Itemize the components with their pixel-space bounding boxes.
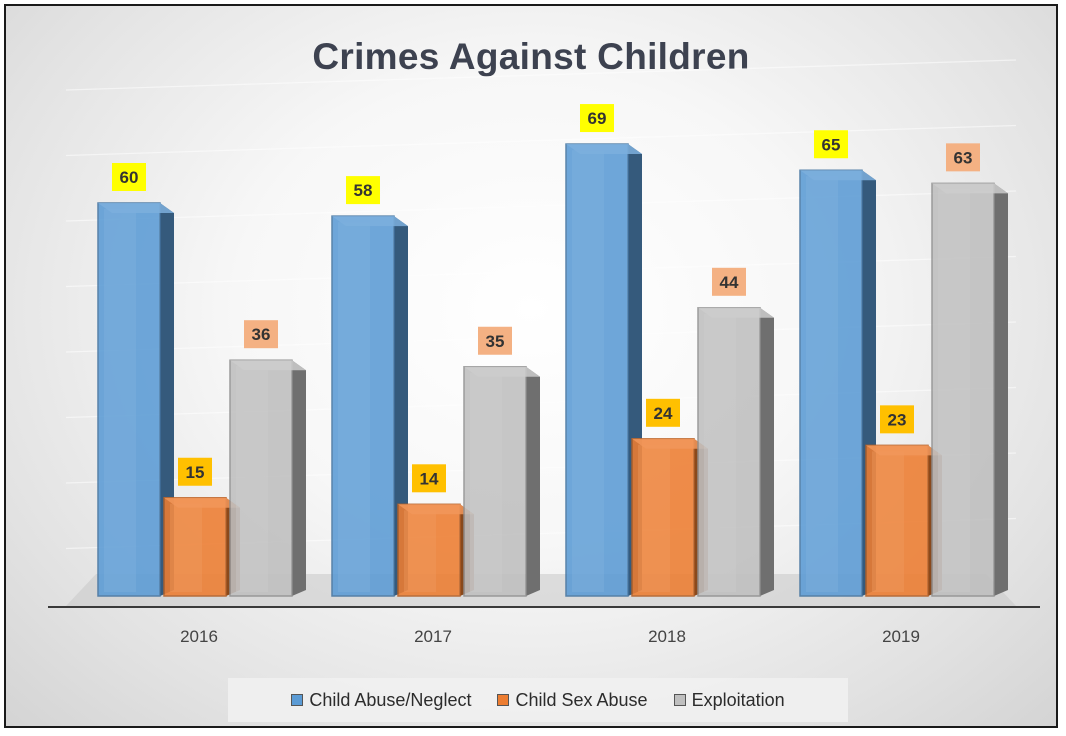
bar <box>631 438 708 597</box>
legend-label: Exploitation <box>691 689 785 710</box>
bar-highlight <box>104 209 136 592</box>
bar-highlight <box>638 444 670 592</box>
bar-front-face <box>865 444 929 597</box>
bar-top-face <box>932 183 1008 194</box>
chart-frame: Crimes Against Children 60 15 36 2016 58 14 35… <box>4 4 1058 728</box>
bar-front-face <box>799 169 863 597</box>
chart-legend: Child Abuse/Neglect Child Sex Abuse Exploi… <box>228 678 848 722</box>
bar <box>865 444 942 597</box>
legend-label: Child Sex Abuse <box>515 689 648 710</box>
bar-top-face <box>230 360 306 371</box>
bar <box>331 215 408 597</box>
bar-front-face <box>163 497 227 597</box>
legend-item: Exploitation <box>673 689 785 711</box>
data-label: 24 <box>654 404 673 423</box>
bar-side-face <box>760 307 774 596</box>
data-label: 69 <box>588 109 607 128</box>
bar-front-face <box>631 438 695 597</box>
bar <box>565 143 642 597</box>
bar-top-face <box>332 216 408 227</box>
data-label-box <box>814 130 848 159</box>
data-label-box <box>478 326 512 355</box>
data-label-box <box>646 398 680 427</box>
bar <box>97 202 174 597</box>
bar-top-face <box>464 366 540 377</box>
data-label-box <box>346 176 380 205</box>
bar <box>229 359 306 597</box>
legend-swatch <box>673 694 686 706</box>
data-label-box <box>178 457 212 486</box>
data-label-box <box>112 163 146 191</box>
bar-highlight <box>572 150 604 593</box>
x-tick-label: 2018 <box>648 627 686 646</box>
bar-highlight <box>872 451 904 592</box>
bar-top-face <box>164 497 240 508</box>
x-tick-label: 2019 <box>882 627 920 646</box>
chart-plot-area: 60 15 36 2016 58 14 35 2017 69 24 44 2018 65 23 63 2019 <box>48 59 1040 646</box>
data-label: 15 <box>186 463 205 482</box>
bar-highlight <box>806 176 838 592</box>
data-label-box <box>580 104 614 133</box>
data-label-box <box>712 267 746 296</box>
bar <box>931 182 1008 597</box>
bar-front-face <box>697 307 761 597</box>
legend-item: Child Sex Abuse <box>497 689 648 711</box>
bar <box>697 307 774 597</box>
data-label: 44 <box>720 273 739 292</box>
bar-side-face <box>394 216 408 596</box>
bar-top-face <box>866 445 942 456</box>
bar-front-face <box>463 366 527 597</box>
bar-highlight <box>338 222 370 592</box>
bar-side-face <box>526 366 540 596</box>
bar-highlight <box>704 313 736 592</box>
bar-highlight <box>470 372 502 592</box>
data-label: 65 <box>822 135 841 154</box>
bar <box>463 366 540 597</box>
data-label-box <box>880 405 914 434</box>
legend-label: Child Abuse/Neglect <box>309 689 472 710</box>
bar-front-face <box>931 182 995 597</box>
legend-swatch <box>497 694 510 706</box>
data-label: 63 <box>954 148 973 167</box>
data-label-box <box>412 464 446 493</box>
data-label-box <box>946 143 980 172</box>
bar-highlight <box>236 366 268 592</box>
bar <box>799 169 876 597</box>
bar <box>397 503 474 597</box>
legend-item: Child Abuse/Neglect <box>291 690 471 711</box>
bar-top-face <box>800 170 876 181</box>
bar <box>163 497 240 597</box>
bar-side-face <box>994 183 1008 596</box>
bar-front-face <box>397 503 461 597</box>
bar-top-face <box>98 203 174 213</box>
data-label: 58 <box>354 181 373 200</box>
bar-top-face <box>698 307 774 318</box>
legend-swatch <box>291 694 304 706</box>
gridline <box>65 59 1017 91</box>
bar-top-face <box>398 504 474 515</box>
data-label-box <box>244 320 278 349</box>
bar-highlight <box>404 510 436 592</box>
data-label: 23 <box>888 410 907 429</box>
bar-front-face <box>331 215 395 597</box>
data-label: 36 <box>252 325 271 344</box>
data-label: 14 <box>420 469 439 488</box>
data-label: 35 <box>486 332 505 351</box>
data-label: 60 <box>120 168 139 187</box>
bar-highlight <box>938 189 970 592</box>
gridline <box>65 124 1017 157</box>
bar-top-face <box>566 144 642 155</box>
x-tick-label: 2017 <box>414 627 452 646</box>
bar-highlight <box>170 503 202 592</box>
bar-top-face <box>632 438 708 449</box>
bar-front-face <box>229 359 293 597</box>
bar-front-face <box>565 143 629 597</box>
bar-side-face <box>292 360 306 596</box>
bar-front-face <box>97 202 161 597</box>
x-tick-label: 2016 <box>180 627 218 646</box>
